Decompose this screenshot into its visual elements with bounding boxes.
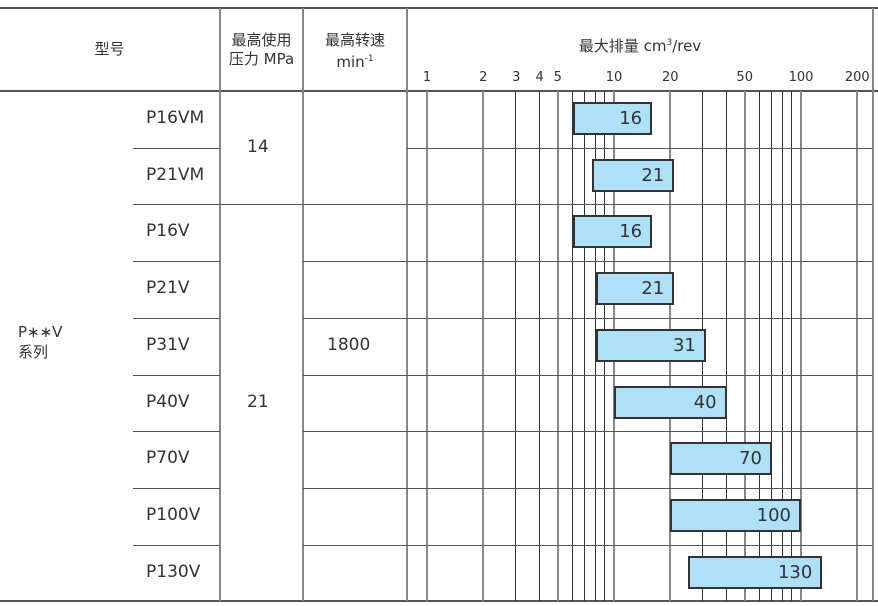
model-name: P21VM [146,164,205,185]
col-divider [406,8,408,601]
header-speed-line2: min [336,53,365,71]
col-divider [872,8,874,601]
header-pressure-line1: 最高使用 [231,31,292,49]
row-divider [303,374,872,376]
pressure-14: 14 [247,137,269,157]
grid-line-3 [515,91,517,601]
row-divider [133,147,220,149]
row-divider [133,317,220,319]
row-divider [407,147,872,149]
row-divider [133,431,220,433]
grid-line-1 [426,91,428,601]
col-divider [219,8,221,601]
max-speed: 1800 [327,335,371,355]
displacement-bar: 21 [591,158,675,192]
grid-line-4 [538,91,540,601]
row-divider [133,374,220,376]
model-name: P16V [146,221,190,242]
chart-title: 最大排量 cm3/rev [408,34,872,56]
chart-title-unit: /rev [672,37,702,55]
x-tick-label: 1 [422,70,432,85]
x-tick-label: 4 [535,70,544,85]
row-divider [303,487,872,489]
grid-line-70 [771,91,773,601]
table-bottom-border [0,600,878,602]
displacement-bar: 31 [595,328,706,362]
grid-line-6 [571,91,573,601]
model-name: P40V [146,391,190,412]
displacement-bar: 16 [572,102,653,135]
x-tick-label: 10 [605,70,623,85]
pressure-21: 21 [247,392,269,412]
model-name: P130V [146,561,201,582]
x-tick-label: 2 [479,70,488,85]
x-tick-label: 100 [788,70,814,85]
row-divider [133,261,220,263]
header-pressure-line2: 压力 MPa [228,50,295,68]
header-speed-line1: 最高转速 [324,31,385,49]
row-divider [133,487,220,489]
row-divider [133,204,220,206]
header-pressure: 最高使用 压力 MPa [221,31,302,69]
x-tick-label: 20 [662,70,679,85]
col-divider [302,8,304,601]
displacement-bar: 21 [595,272,675,306]
model-name: P16VM [146,108,205,128]
grid-line-2 [482,91,485,601]
chart-title-sup: 3 [666,38,673,48]
row-divider [303,204,872,206]
row-divider [303,544,872,546]
x-tick-label: 3 [512,70,521,85]
model-name: P100V [146,504,201,525]
header-bottom-border [0,90,878,92]
header-model: 型号 [94,40,125,58]
grid-line-90 [791,91,793,601]
grid-line-5 [556,91,559,601]
grid-line-100 [800,91,802,601]
series-group-label: P∗∗V 系列 [18,322,62,362]
model-name: P70V [146,448,190,469]
group-line1: P∗∗V [18,323,63,341]
pressure-divider [220,204,303,205]
x-tick-label: 200 [844,70,870,85]
grid-line-80 [781,91,783,601]
model-name: P31V [146,334,190,355]
displacement-bar: 40 [614,385,727,419]
table-top-border [0,7,878,9]
model-name: P21V [146,278,190,299]
grid-line-60 [758,91,760,601]
grid-line-7 [584,91,586,601]
row-divider [133,544,220,546]
header-speed-sup: -1 [364,54,374,64]
grid-line-8 [594,91,596,601]
displacement-bar: 70 [670,442,773,476]
grid-line-40 [725,91,727,601]
header-speed: 最高转速 min-1 [304,31,406,72]
displacement-bar: 100 [670,498,801,532]
grid-line-200 [856,91,859,601]
grid-line-50 [743,91,746,601]
group-line2: 系列 [18,343,49,361]
displacement-bar: 130 [688,555,823,589]
row-divider [303,431,872,433]
displacement-bar: 16 [572,215,653,249]
chart-title-text: 最大排量 cm [578,37,667,55]
x-tick-label: 50 [736,70,753,85]
row-divider [303,261,872,263]
row-divider [303,317,872,319]
x-tick-label: 5 [553,70,562,85]
